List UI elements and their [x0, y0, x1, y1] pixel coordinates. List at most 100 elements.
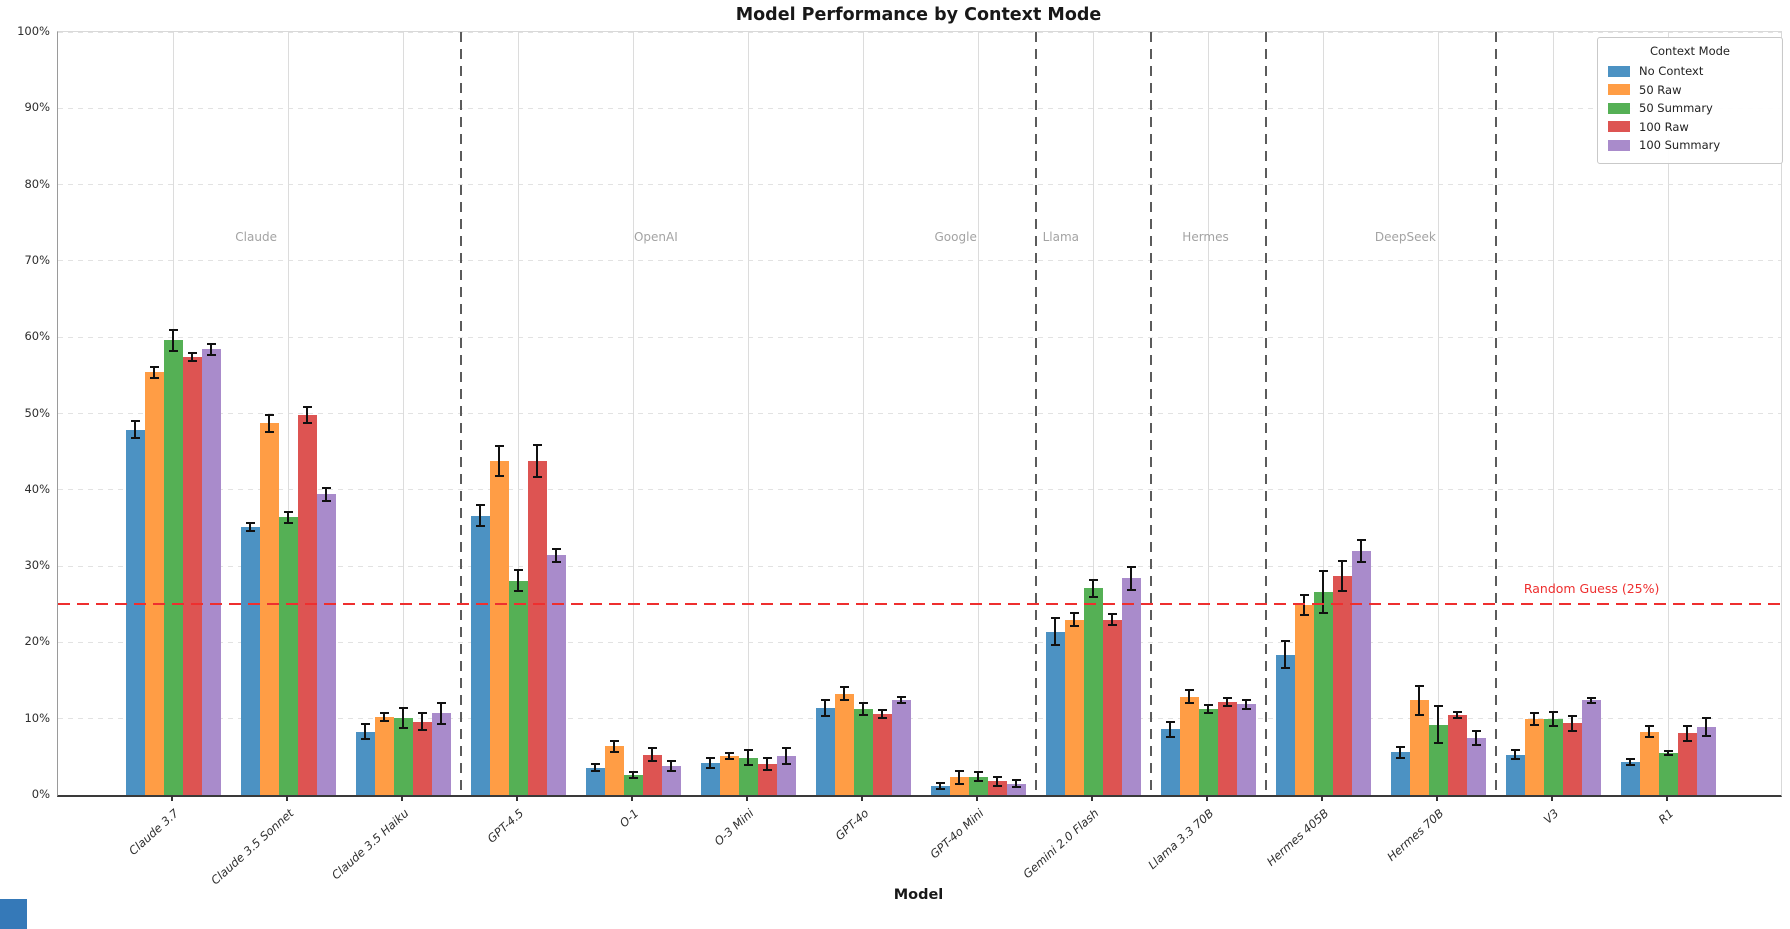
error-bar-cap	[628, 777, 638, 780]
bar	[1581, 700, 1601, 795]
error-bar-cap	[1299, 613, 1309, 616]
legend-entry-label: 50 Summary	[1639, 101, 1713, 116]
error-bar-cap	[532, 443, 542, 446]
error-bar-cap	[283, 521, 293, 524]
error-bar	[785, 748, 787, 764]
error-bar	[210, 344, 212, 355]
error-bar-cap	[1356, 539, 1366, 542]
group-label: Hermes	[1182, 230, 1229, 244]
bar	[1428, 724, 1448, 795]
bar	[1236, 704, 1256, 795]
y-gridline	[58, 31, 1781, 33]
bar	[738, 757, 758, 795]
legend-entry-label: 100 Summary	[1639, 138, 1721, 153]
error-bar-cap	[1586, 697, 1596, 700]
bar	[527, 460, 547, 795]
bar	[642, 754, 662, 795]
error-bar-cap	[1452, 710, 1462, 713]
bar	[489, 460, 509, 795]
legend-swatch	[1608, 102, 1630, 114]
y-tick-label: 0%	[31, 787, 50, 801]
error-bar-cap	[724, 758, 734, 761]
bar	[316, 494, 336, 795]
error-bar-cap	[992, 784, 1002, 787]
error-bar-cap	[302, 406, 312, 409]
error-bar	[306, 407, 308, 423]
error-bar-cap	[1433, 742, 1443, 745]
error-bar-cap	[1299, 594, 1309, 597]
error-bar	[1169, 721, 1171, 737]
error-bar	[268, 415, 270, 432]
error-bar	[613, 740, 615, 752]
error-bar	[1686, 725, 1688, 741]
error-bar-cap	[360, 738, 370, 741]
bar	[891, 699, 911, 795]
group-label: Google	[934, 230, 977, 244]
error-bar-cap	[1395, 745, 1405, 748]
error-bar	[555, 549, 557, 562]
group-separator	[1034, 32, 1037, 795]
error-bar-cap	[513, 590, 523, 593]
error-bar	[1207, 704, 1209, 713]
error-bar-cap	[168, 328, 178, 331]
bar	[1524, 718, 1544, 795]
x-tick-mark	[1666, 796, 1668, 801]
bar	[719, 756, 739, 795]
bar	[853, 708, 873, 795]
error-bar-cap	[1126, 588, 1136, 591]
group-separator	[459, 32, 462, 795]
bar	[968, 776, 988, 795]
bar	[1505, 754, 1525, 795]
error-bar-cap	[743, 748, 753, 751]
error-bar	[766, 757, 768, 770]
x-tick-label: GPT-4o Mini	[927, 806, 987, 862]
error-bar	[287, 511, 289, 523]
error-bar-cap	[666, 770, 676, 773]
error-bar-cap	[494, 475, 504, 478]
error-bar-cap	[321, 500, 331, 503]
x-tick-mark	[1436, 796, 1438, 801]
error-bar-cap	[1184, 689, 1194, 692]
error-bar	[383, 713, 385, 721]
bar	[1409, 700, 1429, 795]
error-bar-cap	[1701, 735, 1711, 738]
error-bar-cap	[436, 701, 446, 704]
bar	[623, 775, 643, 795]
error-bar	[1552, 711, 1554, 726]
x-gridline	[517, 32, 519, 795]
bar	[1677, 733, 1697, 795]
error-bar-cap	[436, 723, 446, 726]
error-bar	[958, 770, 960, 785]
error-bar-cap	[1452, 716, 1462, 719]
bar	[776, 756, 796, 795]
error-bar-cap	[1203, 711, 1213, 714]
legend-swatch	[1608, 121, 1630, 133]
error-bar-cap	[245, 530, 255, 532]
bar	[393, 717, 413, 795]
x-tick-mark	[516, 796, 518, 801]
x-gridline	[1552, 32, 1554, 795]
error-bar-cap	[551, 560, 561, 563]
error-bar	[594, 763, 596, 772]
error-bar	[1322, 570, 1324, 614]
bar	[1294, 605, 1314, 795]
bar	[1390, 752, 1410, 795]
x-tick-mark	[171, 796, 173, 801]
chart-title: Model Performance by Context Mode	[735, 5, 1102, 25]
error-bar-cap	[954, 783, 964, 786]
error-bar-cap	[1663, 754, 1673, 757]
error-bar-cap	[379, 712, 389, 715]
error-bar-cap	[283, 510, 293, 513]
legend-entry-label: 50 Raw	[1639, 82, 1682, 97]
error-bar	[172, 329, 174, 351]
x-tick-mark	[861, 796, 863, 801]
error-bar-cap	[302, 421, 312, 424]
error-bar	[651, 748, 653, 761]
group-separator	[1264, 32, 1267, 795]
error-bar	[977, 772, 979, 782]
legend-title: Context Mode	[1649, 44, 1731, 58]
x-axis-title: Model	[893, 887, 944, 903]
x-gridline	[862, 32, 864, 795]
y-tick-label: 100%	[17, 24, 50, 38]
